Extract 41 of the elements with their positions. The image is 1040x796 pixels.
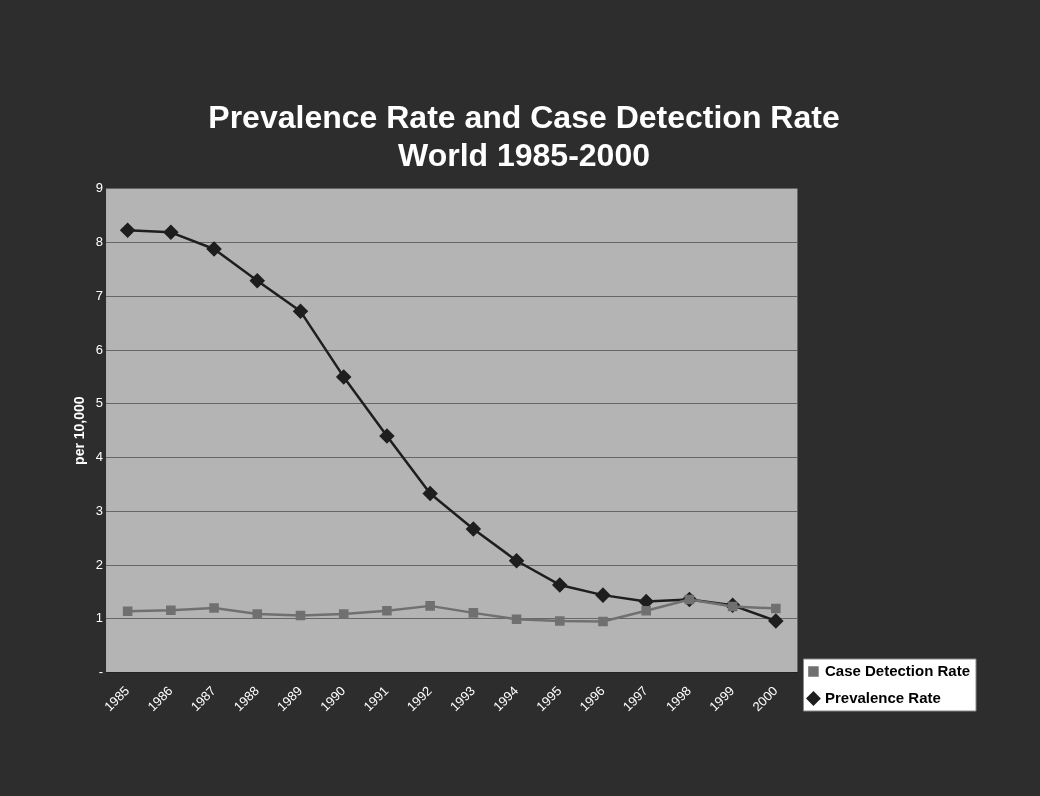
point bbox=[598, 616, 608, 627]
point bbox=[552, 577, 568, 593]
point bbox=[771, 603, 781, 614]
y-tick-label: 4 bbox=[95, 449, 104, 465]
y-tick-label: - bbox=[98, 664, 104, 680]
point bbox=[163, 225, 179, 240]
legend-label: Prevalence Rate bbox=[824, 688, 941, 706]
y-tick-label: 3 bbox=[95, 502, 104, 518]
point bbox=[466, 521, 481, 537]
y-tick-label: 9 bbox=[95, 180, 104, 196]
y-tick-label: 5 bbox=[95, 395, 104, 411]
point bbox=[554, 616, 565, 626]
point bbox=[122, 606, 133, 617]
y-tick-label: 8 bbox=[95, 234, 104, 250]
y-tick-label: 2 bbox=[95, 556, 104, 572]
point bbox=[595, 587, 611, 603]
y-tick-label: 1 bbox=[95, 610, 104, 626]
y-tick-label: 6 bbox=[95, 341, 104, 357]
point bbox=[382, 605, 392, 616]
point bbox=[295, 610, 306, 621]
point bbox=[250, 273, 265, 288]
point bbox=[120, 222, 135, 238]
point bbox=[209, 603, 219, 613]
point bbox=[166, 605, 176, 615]
point bbox=[768, 613, 784, 629]
point bbox=[425, 601, 435, 611]
y-axis-title: per 10,000 bbox=[71, 396, 88, 465]
point bbox=[511, 614, 522, 625]
point bbox=[509, 553, 524, 568]
point bbox=[379, 428, 395, 444]
point bbox=[468, 608, 479, 618]
point bbox=[336, 369, 351, 385]
point bbox=[338, 609, 349, 619]
point bbox=[641, 605, 651, 616]
point bbox=[252, 609, 263, 619]
chart-title: Prevalence Rate and Case Detection Rate World 1985-2000 bbox=[208, 99, 840, 174]
point bbox=[206, 241, 222, 257]
point bbox=[422, 486, 438, 501]
legend-label: Case Detection Rate bbox=[824, 661, 971, 679]
y-tick-label: 7 bbox=[95, 287, 104, 303]
point bbox=[293, 304, 308, 319]
